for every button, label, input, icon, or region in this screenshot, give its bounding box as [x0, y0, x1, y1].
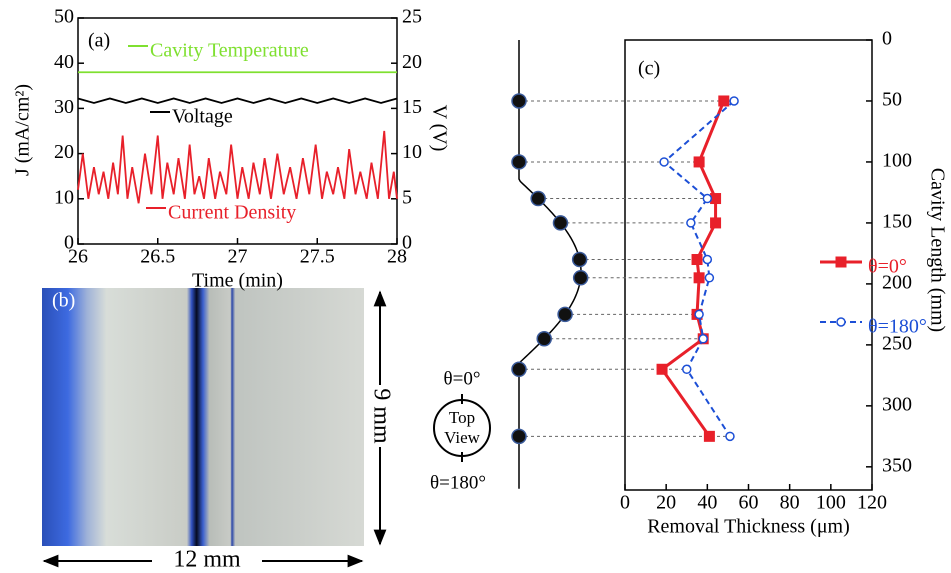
x-tick-label: 28 [387, 246, 407, 268]
y-tick-label: 30 [54, 96, 74, 118]
legend-label: θ=180° [868, 316, 927, 338]
x-tick-label: 0 [620, 492, 630, 514]
x-tick-label: 40 [697, 492, 717, 514]
view-label: View [444, 428, 481, 447]
y-tick-label: 250 [882, 332, 912, 354]
x-axis-label: Removal Thickness (μm) [647, 516, 850, 538]
angle-label: θ=0° [444, 368, 481, 389]
cavity-point [536, 331, 552, 347]
cavity-profile [518, 40, 582, 489]
photo [42, 288, 364, 546]
x-tick-label: 26 [68, 246, 88, 268]
y-axis-label: Cavity Length (mm) [926, 168, 948, 332]
cavity-point [511, 154, 527, 170]
cavity-point [571, 251, 588, 268]
data-point [704, 273, 715, 283]
y2-axis-label: V (V) [428, 105, 450, 152]
panel-label: (c) [638, 58, 660, 80]
data-point [694, 309, 704, 320]
y-tick-label: 50 [54, 6, 74, 28]
x-tick-label: 60 [739, 492, 759, 514]
cavity-point [552, 215, 569, 231]
cavity-point [511, 93, 527, 109]
x-tick-label: 27 [228, 246, 248, 268]
legend-label: Cavity Temperature [150, 40, 309, 62]
legend-marker [836, 317, 846, 327]
data-point [725, 431, 735, 442]
y-tick-label: 40 [54, 51, 74, 73]
y-tick-label: 0 [882, 28, 892, 50]
cavity-point [511, 428, 527, 445]
y2-tick-label: 20 [402, 51, 422, 73]
label-bg [368, 385, 392, 447]
y2-tick-label: 15 [402, 96, 422, 118]
y2-tick-label: 5 [402, 186, 412, 208]
y-tick-label: 50 [882, 89, 902, 111]
x-tick-label: 26.5 [140, 246, 175, 268]
angle-label: θ=180° [430, 472, 486, 493]
data-point [702, 254, 713, 265]
cavity-point [530, 190, 546, 207]
y-axis-label: J (mA/cm²) [12, 84, 34, 176]
panel-label: (b) [52, 290, 75, 312]
label-bg [152, 548, 262, 573]
legend-label: Voltage [172, 106, 233, 128]
legend-label: Current Density [168, 202, 296, 224]
data-point [682, 364, 692, 375]
y-tick-label: 20 [54, 141, 74, 163]
y2-tick-label: 25 [402, 6, 422, 28]
x-tick-label: 80 [780, 492, 800, 514]
cavity-point [557, 306, 573, 323]
legend-label: θ=0° [868, 256, 907, 278]
data-point [691, 254, 703, 266]
data-point [656, 363, 668, 375]
y-tick-label: 0 [64, 232, 74, 254]
data-point [710, 217, 722, 229]
data-point [659, 157, 669, 167]
data-point [710, 193, 722, 205]
x-axis-label: Time (min) [192, 270, 283, 292]
y2-tick-label: 0 [402, 232, 412, 254]
data-point [729, 96, 739, 106]
panel-label: (a) [88, 30, 110, 52]
y-tick-label: 350 [882, 454, 912, 476]
y2-tick-label: 10 [402, 141, 422, 163]
data-point [702, 193, 713, 204]
series-line [659, 100, 726, 438]
data-point [698, 334, 708, 344]
x-tick-label: 20 [656, 492, 676, 514]
plot-frame [624, 39, 873, 491]
x-tick-label: 100 [816, 492, 846, 514]
width-label: 12 mm [173, 547, 241, 573]
legend-marker [835, 256, 847, 268]
data-point [703, 430, 715, 442]
data-point [686, 218, 696, 228]
cavity-point [572, 270, 589, 286]
height-label: 9 mm [368, 388, 394, 444]
y-tick-label: 300 [882, 393, 912, 415]
series-line [77, 130, 398, 204]
data-point [718, 95, 730, 107]
data-point [693, 156, 705, 168]
x-tick-label: 27.5 [300, 246, 335, 268]
data-point [693, 272, 705, 284]
cavity-point [511, 361, 527, 378]
y-tick-label: 200 [882, 271, 912, 293]
view-label: Top [449, 408, 475, 427]
series-line [662, 100, 735, 437]
y-tick-label: 10 [54, 186, 74, 208]
x-tick-label: 120 [857, 492, 887, 514]
y-tick-label: 150 [882, 211, 912, 233]
y-tick-label: 100 [882, 150, 912, 172]
series-line [77, 97, 398, 104]
